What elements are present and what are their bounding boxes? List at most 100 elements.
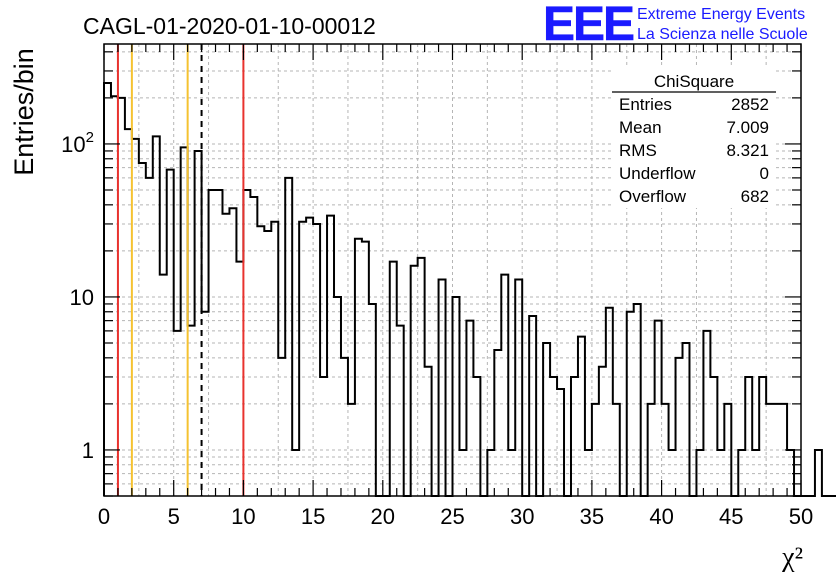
- x-axis-label: χ²: [781, 542, 803, 572]
- x-tick-label: 50: [789, 504, 813, 529]
- histogram-bin: [202, 312, 209, 496]
- histogram-bin: [243, 190, 250, 496]
- x-tick-label: 20: [371, 504, 395, 529]
- stats-rows: Entries 2852 Mean 7.009 RMS 8.321 Underflow 0 Ov…: [619, 95, 769, 206]
- stats-row-value: 8.321: [726, 141, 769, 160]
- histogram-bin: [613, 404, 620, 496]
- histogram-bin: [766, 404, 773, 496]
- histogram-bin: [662, 404, 669, 496]
- x-tick-labels: 0 5 10 15 20 25 30 35 40 45 50: [98, 504, 813, 529]
- histogram-bin: [320, 377, 327, 496]
- histogram-bin: [236, 262, 243, 496]
- stats-box: ChiSquare Entries 2852 Mean 7.009 RMS 8.321 Un…: [612, 66, 776, 208]
- histogram-bin: [341, 358, 348, 496]
- x-tick-label: 5: [168, 504, 180, 529]
- histogram-bin: [627, 312, 634, 496]
- histogram-bin: [271, 222, 278, 496]
- histogram-bin: [369, 304, 376, 496]
- histogram-bin: [515, 280, 522, 496]
- eee-logo-mark: EEE: [543, 0, 634, 51]
- histogram-bin: [703, 331, 710, 496]
- stats-row-value: 7.009: [726, 118, 769, 137]
- histogram-bin: [710, 377, 717, 496]
- stats-box-title: ChiSquare: [654, 72, 734, 91]
- histogram-bin: [459, 450, 466, 496]
- x-tick-label: 35: [580, 504, 604, 529]
- histogram-bin: [209, 190, 216, 496]
- histogram-bin: [257, 226, 264, 496]
- histogram-bin: [550, 377, 557, 496]
- histogram-series: [103, 82, 836, 497]
- histogram-outline: [103, 82, 836, 497]
- histogram-bin: [313, 224, 320, 496]
- x-tick-label: 25: [440, 504, 464, 529]
- stats-row-label: Overflow: [619, 187, 687, 206]
- histogram-bin: [543, 343, 550, 496]
- histogram-bin: [655, 321, 662, 496]
- histogram-bin: [759, 377, 766, 496]
- stats-row-label: Entries: [619, 95, 672, 114]
- stats-box-background: [612, 66, 776, 208]
- histogram-bin: [167, 170, 174, 496]
- histogram-bin: [453, 297, 460, 496]
- histogram-bin: [696, 450, 703, 496]
- histogram-bin: [745, 377, 752, 496]
- stats-row-label: Underflow: [619, 164, 696, 183]
- histogram-bin: [648, 404, 655, 496]
- histogram-bin: [411, 266, 418, 496]
- histogram-bin: [418, 258, 425, 496]
- histogram-bin: [529, 316, 536, 496]
- histogram-bin: [174, 331, 181, 496]
- histogram-bin: [717, 450, 724, 496]
- histogram-bin: [285, 178, 292, 496]
- histogram-bin: [132, 139, 139, 496]
- histogram-bin: [195, 151, 202, 496]
- histogram-bin: [334, 297, 341, 496]
- x-tick-label: 10: [231, 504, 255, 529]
- histogram-bin: [439, 280, 446, 496]
- histogram-bin: [104, 83, 111, 496]
- x-tick-label: 45: [719, 504, 743, 529]
- histogram-bin: [599, 367, 606, 496]
- x-tick-label: 40: [649, 504, 673, 529]
- histogram-bin: [578, 337, 585, 496]
- histogram-bin: [606, 308, 613, 496]
- histogram-bin: [738, 450, 745, 496]
- histogram-bin: [153, 136, 160, 496]
- histogram-bin: [250, 197, 257, 496]
- histogram-bin: [592, 404, 599, 496]
- chart-title: CAGL-01-2020-01-10-00012: [83, 13, 376, 39]
- y-axis-label: Entries/bin: [9, 48, 39, 176]
- stats-row-value: 2852: [731, 95, 769, 114]
- x-tick-label: 30: [510, 504, 534, 529]
- histogram-bin: [815, 450, 822, 496]
- histogram-bin: [508, 450, 515, 496]
- histogram-bin: [571, 377, 578, 496]
- histogram-bin: [188, 326, 195, 496]
- histogram-bin: [362, 242, 369, 496]
- stats-row-value: 0: [760, 164, 769, 183]
- histogram-bin: [752, 450, 759, 496]
- y-tick-label-exponent: 2: [86, 129, 94, 146]
- stats-row-label: RMS: [619, 141, 657, 160]
- histogram-bin: [229, 208, 236, 496]
- histogram-bin: [216, 190, 223, 496]
- histogram-bin: [181, 147, 188, 496]
- histogram-bin: [669, 450, 676, 496]
- histogram-bin: [306, 218, 313, 496]
- y-tick-label: 10: [70, 285, 94, 310]
- histogram-bin: [160, 275, 167, 496]
- x-tick-label: 15: [301, 504, 325, 529]
- histogram-bin: [222, 214, 229, 496]
- stats-row-value: 682: [741, 187, 769, 206]
- histogram-bin: [473, 377, 480, 496]
- stats-row-label: Mean: [619, 118, 662, 137]
- histogram-bin: [487, 450, 494, 496]
- histogram-bin: [139, 163, 146, 496]
- histogram-bin: [683, 343, 690, 496]
- histogram-bin: [355, 239, 362, 496]
- eee-logo-line1: Extreme Energy Events: [637, 6, 805, 23]
- histogram-bin: [348, 404, 355, 496]
